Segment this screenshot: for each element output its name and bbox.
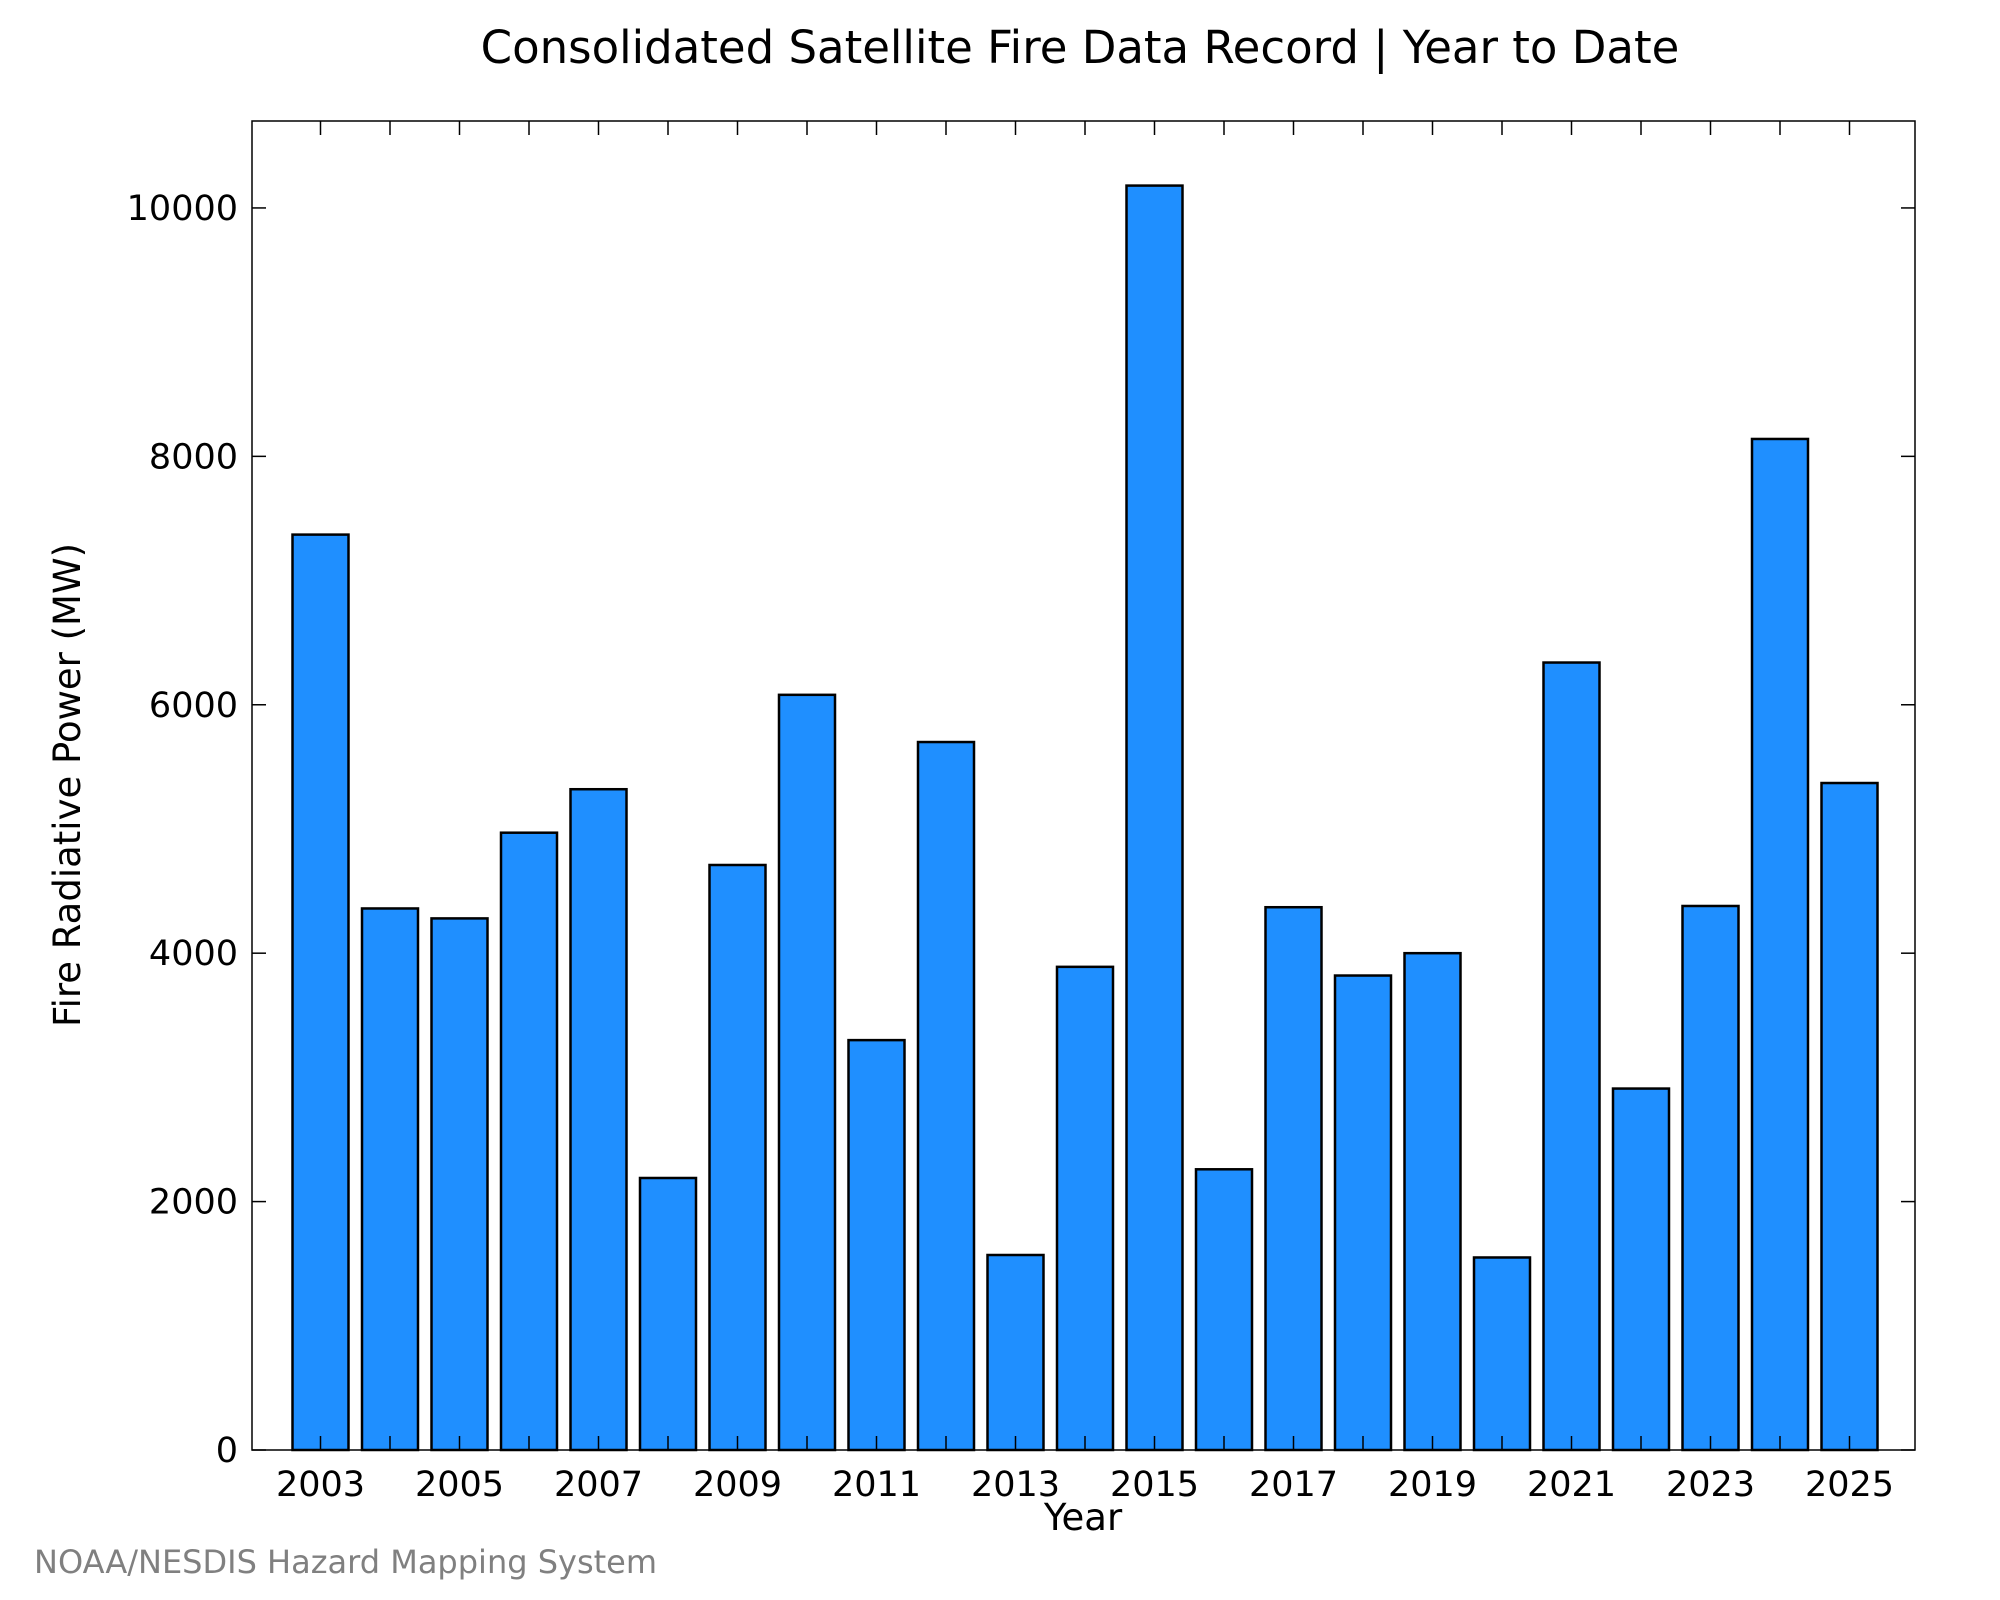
bar-2022: [1611, 1087, 1671, 1452]
bar-2010: [777, 693, 837, 1452]
y-tick-label: 2000: [149, 1183, 238, 1223]
bar-2011: [847, 1038, 906, 1452]
y-tick-label: 6000: [149, 686, 238, 726]
bar-2005: [430, 917, 489, 1452]
bar-2021: [1542, 661, 1601, 1452]
x-tick-label: 2011: [832, 1465, 921, 1505]
y-axis-label: Fire Radiative Power (MW): [46, 543, 89, 1027]
y-tick-label: 0: [216, 1431, 238, 1471]
bar-2018: [1333, 974, 1393, 1452]
bar-2020: [1472, 1256, 1532, 1452]
bars-group: [291, 184, 1879, 1452]
bar-2014: [1055, 965, 1115, 1452]
bar-2016: [1194, 1168, 1254, 1452]
y-tick-label: 8000: [149, 437, 238, 477]
bar-2009: [708, 863, 767, 1452]
x-tick-label: 2023: [1666, 1465, 1755, 1505]
x-tick-label: 2009: [693, 1465, 782, 1505]
y-tick-label: 10000: [127, 189, 238, 229]
bar-2003: [291, 533, 350, 1452]
bar-2019: [1403, 951, 1462, 1452]
chart-title: Consolidated Satellite Fire Data Record …: [481, 21, 1680, 74]
bar-2004: [360, 907, 420, 1452]
x-tick-label: 2003: [276, 1465, 365, 1505]
bar-2017: [1264, 905, 1323, 1452]
x-tick-label: 2025: [1805, 1465, 1894, 1505]
bar-2025: [1820, 781, 1879, 1452]
x-tick-label: 2015: [1110, 1465, 1199, 1505]
x-tick-label: 2021: [1527, 1465, 1616, 1505]
bar-2023: [1681, 904, 1740, 1452]
plot-frame: [251, 120, 1916, 1451]
y-tick-label: 4000: [149, 934, 238, 974]
x-tick-label: 2017: [1249, 1465, 1338, 1505]
credit-text: NOAA/NESDIS Hazard Mapping System: [34, 1543, 657, 1581]
bar-2006: [499, 831, 559, 1452]
bar-2024: [1750, 437, 1810, 1452]
bar-2007: [569, 787, 628, 1452]
y-tick-labels: 0 2000 4000 6000 8000 10000: [127, 189, 238, 1471]
x-tick-label: 2013: [971, 1465, 1060, 1505]
x-tick-label: 2007: [554, 1465, 643, 1505]
bar-2012: [916, 740, 976, 1452]
x-tick-label: 2019: [1388, 1465, 1477, 1505]
bar-2008: [638, 1176, 698, 1452]
x-tick-label: 2005: [415, 1465, 504, 1505]
bar-2015: [1125, 184, 1184, 1452]
x-tick-labels: 2003 2005 2007 2009 2011 2013 2015 2017 2019 2021…: [276, 1465, 1894, 1505]
x-axis-label: Year: [1043, 1496, 1123, 1539]
bar-2013: [986, 1253, 1045, 1452]
